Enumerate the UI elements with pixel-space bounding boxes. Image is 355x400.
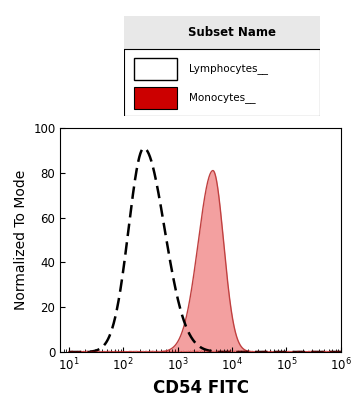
Bar [134,87,177,109]
Bar [134,58,177,80]
Bar [124,16,320,49]
X-axis label: CD54 FITC: CD54 FITC [153,379,248,397]
FancyBboxPatch shape [124,16,320,116]
Text: Lymphocytes__: Lymphocytes__ [189,64,268,74]
Text: Monocytes__: Monocytes__ [189,92,255,104]
Y-axis label: Normalized To Mode: Normalized To Mode [14,170,28,310]
Text: Subset Name: Subset Name [188,26,275,40]
